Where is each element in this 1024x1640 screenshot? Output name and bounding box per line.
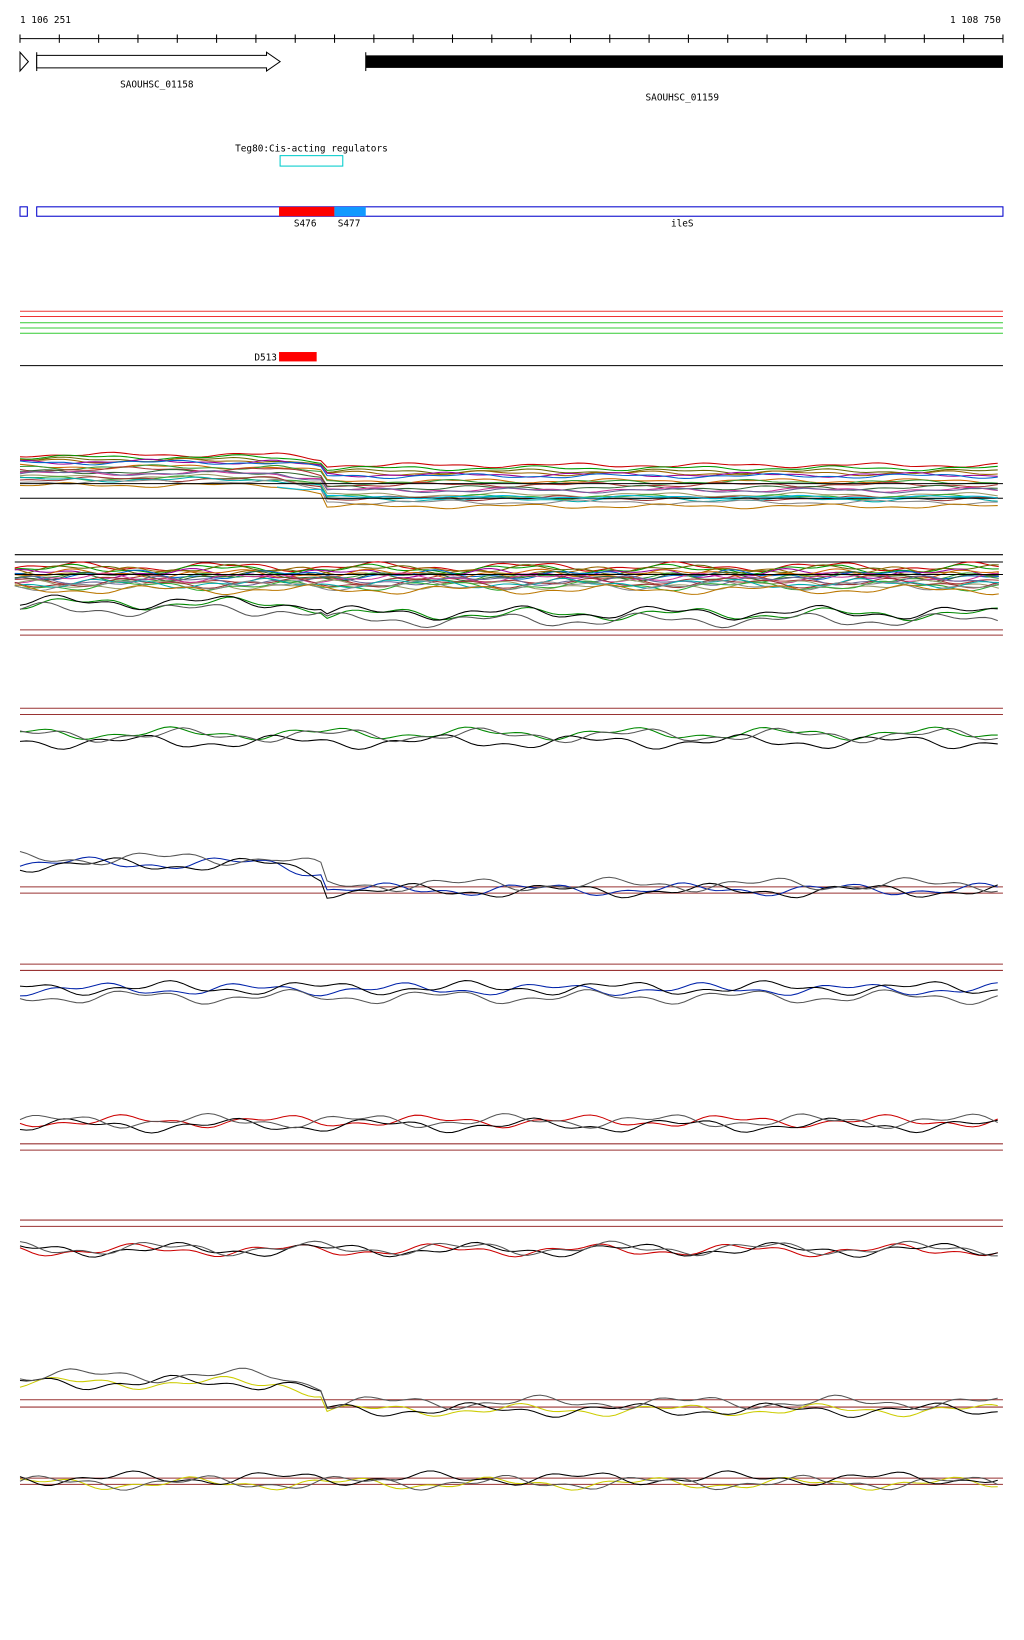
segment-label: S477 <box>338 219 361 230</box>
tracks <box>14 451 1003 1491</box>
ruler-start: 1 106 251 <box>20 15 71 26</box>
track-curve <box>19 1470 998 1487</box>
feature-bar <box>279 352 317 362</box>
track-curve <box>19 451 998 469</box>
track-curve <box>19 1367 998 1411</box>
track-curve <box>14 579 999 591</box>
track-curve <box>19 459 998 480</box>
track-curve <box>19 1474 998 1491</box>
gene-arrow <box>36 51 282 73</box>
track-curve <box>14 567 999 579</box>
regulator-label: Teg80:Cis-acting regulators <box>235 143 388 154</box>
track-curve <box>19 733 998 750</box>
feature-label: D513 <box>254 352 277 363</box>
track-curve <box>19 470 998 494</box>
track-curve <box>19 856 998 897</box>
track-curve <box>19 1476 998 1491</box>
gene-bar <box>365 55 1003 68</box>
regulator-box <box>279 155 344 167</box>
gene-label: SAOUHSC_01158 <box>120 80 194 91</box>
track-curve <box>19 1240 998 1257</box>
segment-s477 <box>334 206 366 217</box>
track-curve <box>19 454 998 472</box>
track-curve <box>19 1241 998 1258</box>
track-curve <box>19 1117 998 1134</box>
track-curve <box>19 726 998 741</box>
segment-box <box>19 206 28 217</box>
track-curve <box>19 980 998 996</box>
ruler-ticks <box>19 34 1004 43</box>
track-curve <box>14 572 999 584</box>
track-curve <box>19 1114 998 1129</box>
track-curve <box>19 457 998 477</box>
track-curve <box>19 475 998 500</box>
track-curve <box>19 594 998 621</box>
segment-s476 <box>279 206 335 217</box>
stripe-lines <box>19 310 1003 334</box>
segment-box <box>36 206 1004 217</box>
track-curve <box>14 584 999 596</box>
track-curve <box>19 982 998 997</box>
segment-label: S476 <box>294 219 317 230</box>
track-curve <box>19 857 998 899</box>
track-curve <box>276 486 998 500</box>
track-curve <box>19 989 998 1005</box>
track-curve <box>19 1376 998 1418</box>
gene-arrow <box>19 50 30 73</box>
track-curve <box>14 561 999 573</box>
track-curve <box>19 1113 998 1129</box>
track-curve <box>19 1374 998 1418</box>
track-curve <box>19 601 998 629</box>
track-curve <box>19 727 998 744</box>
track-curve <box>19 850 998 893</box>
track-curve <box>14 575 999 587</box>
gene-label: SAOUHSC_01159 <box>646 92 720 103</box>
track-curve <box>19 463 998 485</box>
segment-label: ileS <box>671 219 694 230</box>
ruler-end: 1 108 750 <box>950 15 1001 26</box>
track-curve <box>14 563 999 575</box>
